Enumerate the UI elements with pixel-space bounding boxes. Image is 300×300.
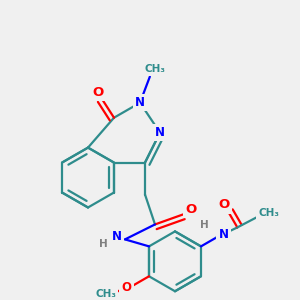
Text: H: H — [99, 239, 107, 249]
Text: O: O — [219, 199, 230, 212]
Text: H: H — [200, 220, 209, 230]
Text: CH₃: CH₃ — [95, 289, 116, 299]
Text: O: O — [92, 86, 103, 99]
Text: CH₃: CH₃ — [144, 64, 165, 74]
Text: CH₃: CH₃ — [258, 208, 279, 218]
Text: O: O — [122, 281, 131, 294]
Text: N: N — [155, 126, 165, 139]
Text: N: N — [112, 230, 122, 243]
Text: N: N — [218, 228, 229, 242]
Text: O: O — [185, 203, 197, 216]
Text: N: N — [135, 96, 145, 109]
